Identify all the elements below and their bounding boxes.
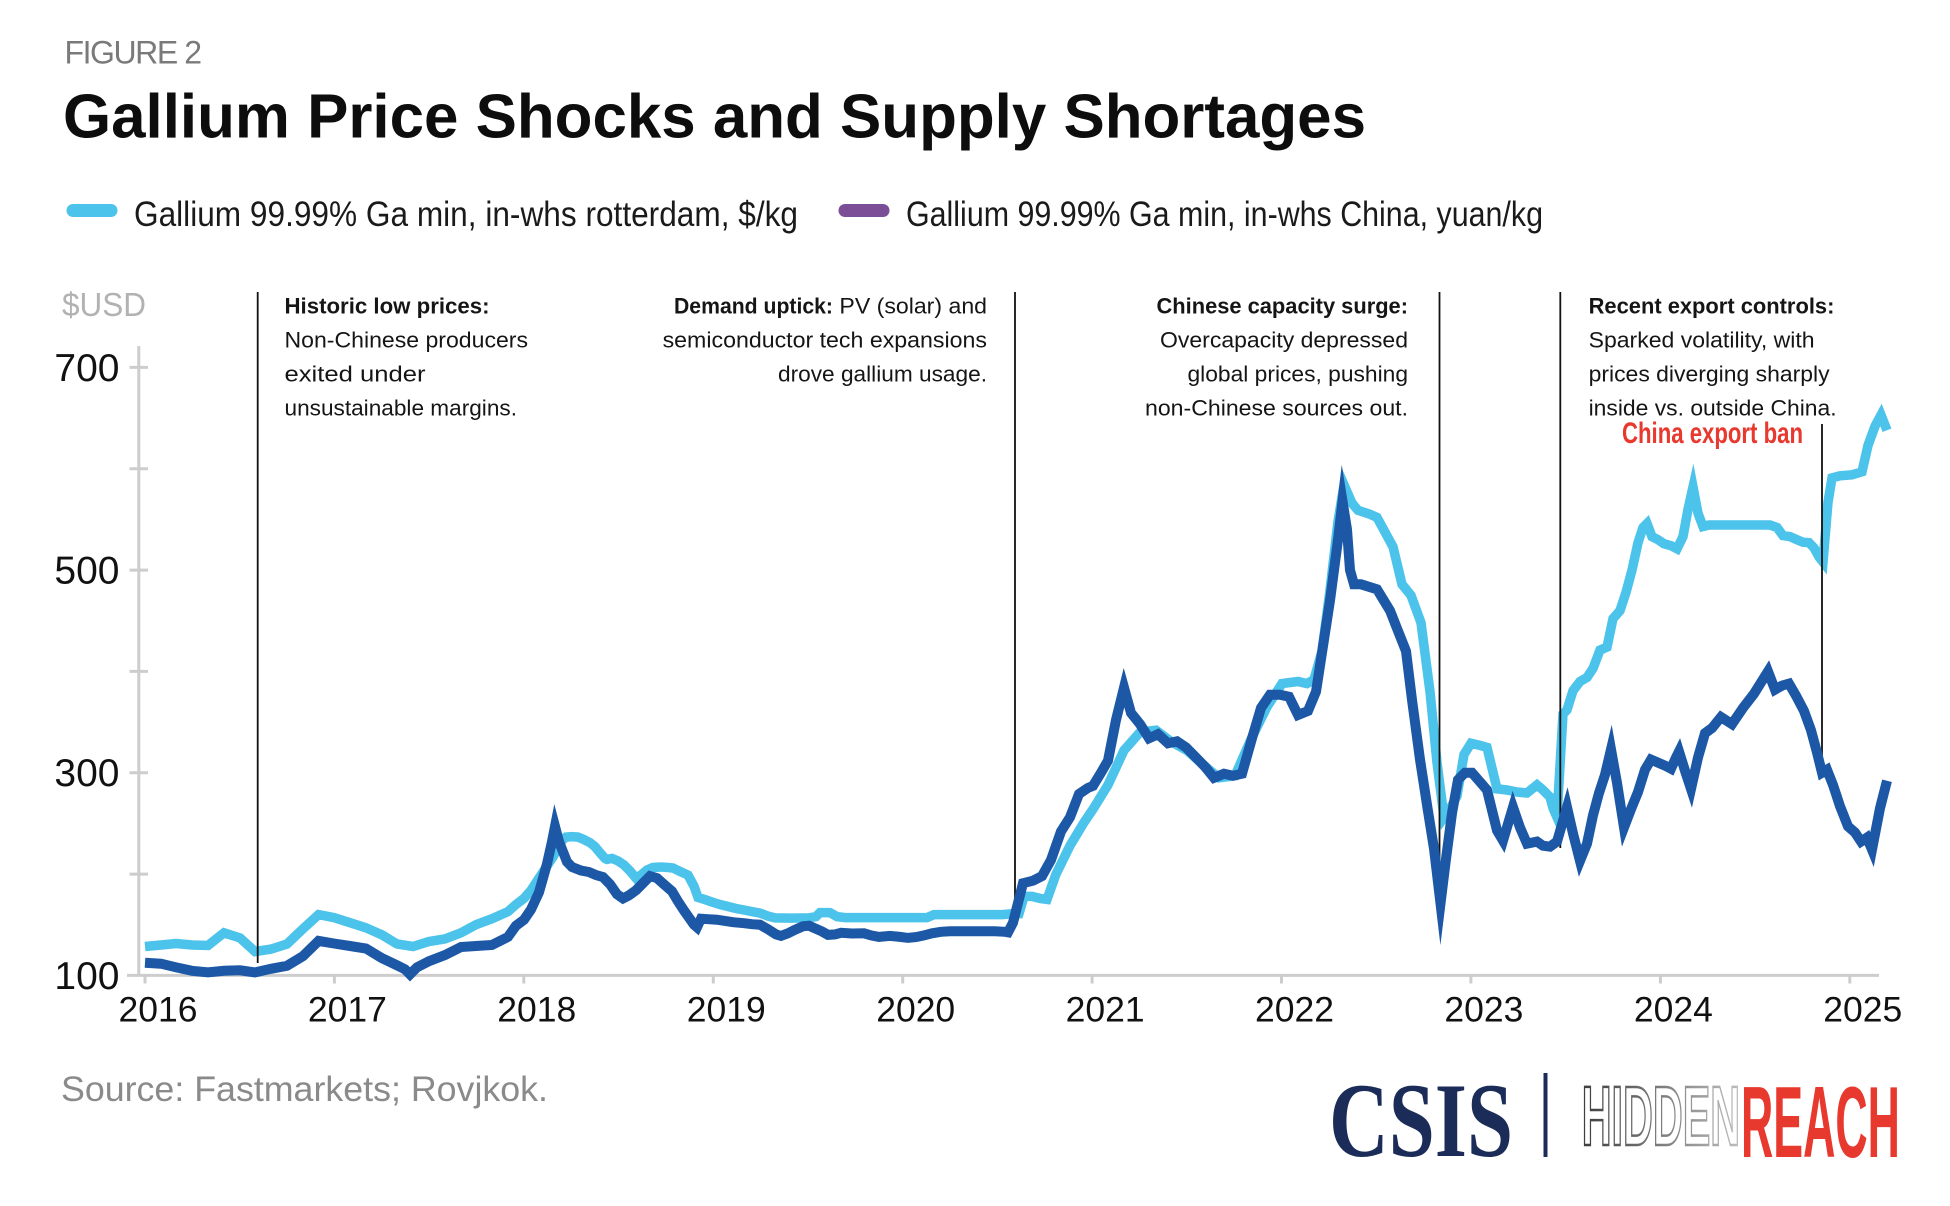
- svg-text:2025: 2025: [1823, 990, 1902, 1030]
- svg-text:500: 500: [54, 550, 119, 593]
- svg-text:Chinese capacity surge:Overcap: Chinese capacity surge: Overcapacity depr…: [1145, 294, 1408, 421]
- svg-text:REACH: REACH: [1741, 1067, 1900, 1180]
- svg-text:2018: 2018: [497, 990, 576, 1030]
- svg-text:2016: 2016: [119, 990, 198, 1030]
- svg-text:100: 100: [54, 955, 119, 998]
- svg-text:Gallium Price Shocks and Suppl: Gallium Price Shocks and Supply Shortage…: [63, 83, 1366, 152]
- svg-text:2019: 2019: [687, 990, 766, 1030]
- svg-text:Recent export controls:Sparked: Recent export controls: Sparked volatilit…: [1589, 294, 1837, 421]
- svg-text:$USD: $USD: [62, 286, 146, 323]
- svg-text:2020: 2020: [876, 990, 955, 1030]
- svg-text:2023: 2023: [1444, 990, 1523, 1030]
- svg-text:2024: 2024: [1634, 990, 1713, 1030]
- svg-text:Historic low prices:Non-Chines: Historic low prices: Non-Chinese producer…: [285, 294, 529, 421]
- svg-text:Gallium 99.99% Ga min, in-whs: Gallium 99.99% Ga min, in-whs rotterdam,…: [134, 195, 798, 234]
- svg-text:2021: 2021: [1066, 990, 1145, 1030]
- svg-text:HIDDEN: HIDDEN: [1582, 1071, 1740, 1164]
- svg-text:2022: 2022: [1255, 990, 1334, 1030]
- svg-text:FIGURE 2: FIGURE 2: [65, 35, 203, 71]
- svg-text:700: 700: [54, 347, 119, 390]
- svg-text:CSIS: CSIS: [1329, 1062, 1513, 1179]
- svg-text:Gallium 99.99% Ga min, in-whs: Gallium 99.99% Ga min, in-whs China, yua…: [906, 195, 1543, 234]
- svg-text:China export ban: China export ban: [1622, 417, 1803, 450]
- svg-text:2017: 2017: [308, 990, 387, 1030]
- svg-text:300: 300: [54, 752, 119, 795]
- svg-text:Source: Fastmarkets; Rovjkok.: Source: Fastmarkets; Rovjkok.: [61, 1070, 548, 1109]
